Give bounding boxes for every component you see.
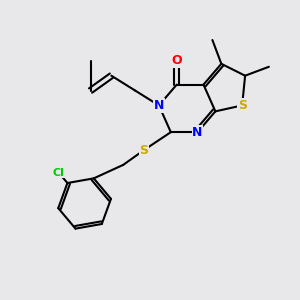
- Text: N: N: [154, 99, 164, 112]
- Text: S: S: [140, 143, 148, 157]
- Text: Cl: Cl: [53, 168, 65, 178]
- Text: S: S: [238, 99, 247, 112]
- Text: O: O: [171, 54, 182, 67]
- Text: N: N: [192, 126, 203, 139]
